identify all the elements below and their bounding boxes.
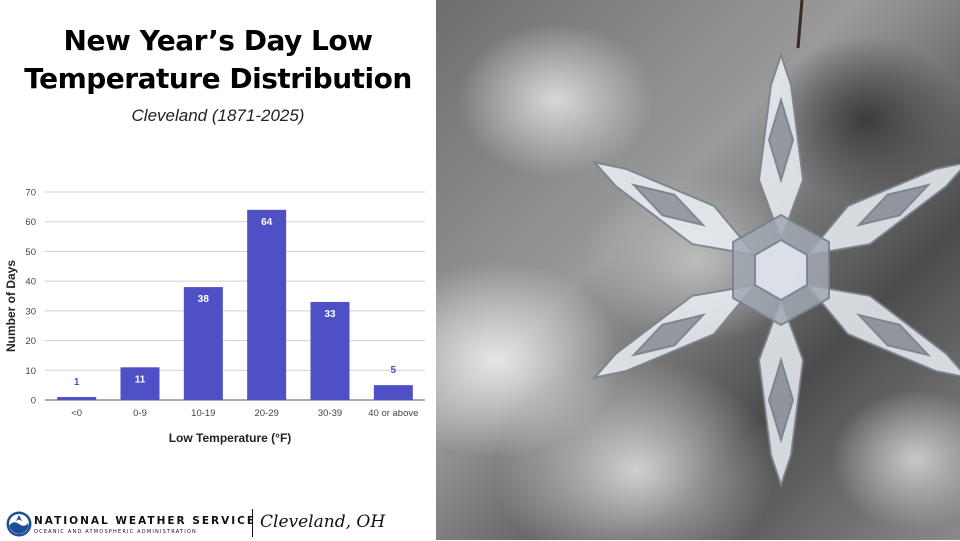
data-label: 5	[391, 365, 397, 376]
bar	[183, 287, 223, 400]
bar	[247, 209, 287, 400]
bar	[120, 367, 160, 400]
snowflake-ornament-icon	[582, 0, 960, 486]
office-name: Cleveland, OH	[260, 512, 386, 532]
bar-chart: 0 10 20 30 40 50 60 70 1 <0 11 0-9 38 10-19 64 20-29 33 3…	[4, 188, 425, 445]
y-axis-title: Number of Days	[4, 260, 18, 352]
x-tick-label: <0	[71, 408, 82, 419]
y-tick-label: 70	[25, 188, 36, 199]
x-axis-title: Low Temperature (°F)	[169, 431, 292, 445]
y-tick-label: 0	[31, 396, 36, 407]
title-line-1: New Year’s Day Low	[63, 24, 373, 57]
data-label: 11	[135, 374, 146, 385]
page-subtitle: Cleveland (1871-2025)	[131, 106, 305, 125]
y-tick-label: 10	[25, 366, 36, 377]
data-label: 64	[261, 217, 273, 228]
data-label: 33	[324, 309, 336, 320]
page-title: New Year’s Day Low Temperature Distribut…	[0, 22, 436, 98]
y-tick-label: 40	[25, 277, 36, 288]
y-tick-label: 50	[25, 247, 36, 258]
x-tick-label: 0-9	[133, 408, 147, 419]
org-name: NATIONAL WEATHER SERVICE	[34, 515, 257, 527]
y-tick-label: 30	[25, 306, 36, 317]
bar	[57, 397, 97, 400]
x-tick-label: 30-39	[318, 408, 342, 419]
bar	[310, 301, 350, 400]
x-tick-label: 20-29	[255, 408, 279, 419]
noaa-logo-icon	[6, 511, 32, 537]
left-panel: New Year’s Day Low Temperature Distribut…	[0, 0, 436, 540]
data-label: 38	[198, 294, 210, 305]
footer: NATIONAL WEATHER SERVICE OCEANIC AND ATM…	[0, 505, 436, 541]
y-tick-label: 60	[25, 217, 36, 228]
x-tick-label: 10-19	[191, 408, 215, 419]
title-line-2: Temperature Distribution	[24, 62, 412, 95]
x-tick-label: 40 or above	[368, 408, 418, 419]
snowflake-photo	[436, 0, 960, 540]
data-label: 1	[74, 377, 80, 388]
org-subtitle: OCEANIC AND ATMOSPHERIC ADMINISTRATION	[34, 529, 197, 535]
footer-divider	[252, 509, 253, 537]
bar	[373, 385, 413, 400]
y-tick-label: 20	[25, 336, 36, 347]
